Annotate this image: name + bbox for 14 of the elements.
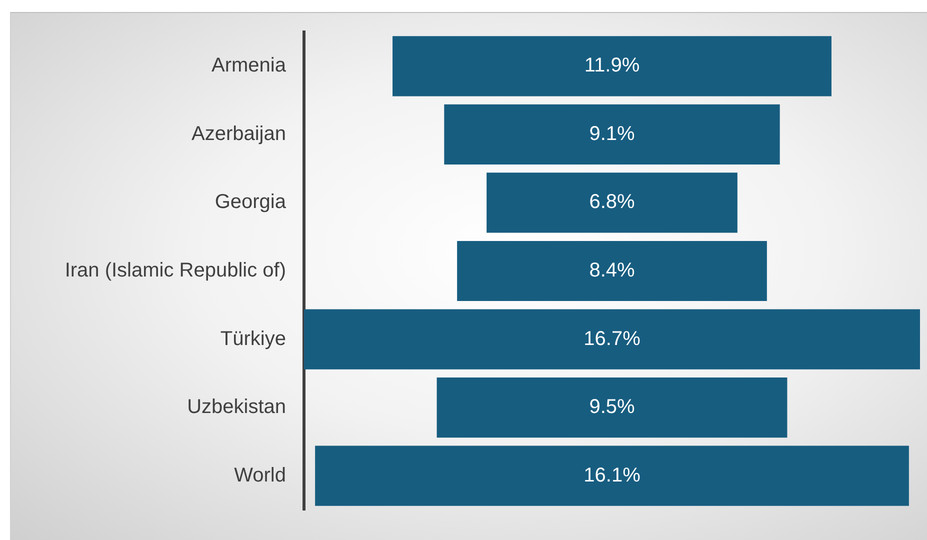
data-label: 16.1% <box>584 464 641 486</box>
category-label: Azerbaijan <box>191 122 286 145</box>
data-label: 9.5% <box>589 396 636 418</box>
category-label: World <box>234 464 286 486</box>
data-label: 6.8% <box>589 191 636 214</box>
data-label: 11.9% <box>584 54 640 77</box>
data-label: 9.1% <box>589 122 636 145</box>
category-label: Türkiye <box>220 328 286 350</box>
category-label: Iran (Islamic Republic of) <box>64 260 286 282</box>
data-label: 8.4% <box>589 260 636 282</box>
category-label: Armenia <box>212 54 287 77</box>
data-label: 16.7% <box>584 328 641 350</box>
category-label: Georgia <box>214 191 287 214</box>
category-label: Uzbekistan <box>187 396 286 418</box>
